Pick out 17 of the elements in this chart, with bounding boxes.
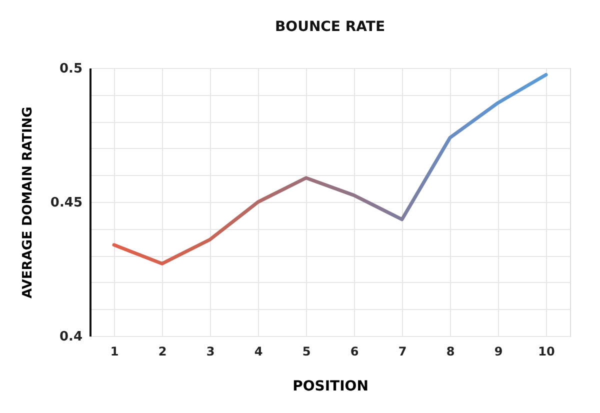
line-series xyxy=(112,72,548,266)
y-axis-title: AVERAGE DOMAIN RATING xyxy=(20,106,36,298)
x-tick-label: 5 xyxy=(302,344,311,358)
x-tick-label: 7 xyxy=(398,344,407,358)
x-axis-title: POSITION xyxy=(292,378,368,394)
x-tick-label: 8 xyxy=(446,344,455,358)
y-tick-label: 0.5 xyxy=(59,62,82,76)
x-tick-label: 9 xyxy=(494,344,503,358)
x-tick-label: 1 xyxy=(110,344,119,358)
y-tick-label: 0.45 xyxy=(50,196,82,210)
y-tick-label: 0.4 xyxy=(59,330,82,344)
chart-title: BOUNCE RATE xyxy=(274,19,386,35)
x-tick-label: 4 xyxy=(254,344,263,358)
x-tick-label: 2 xyxy=(158,344,167,358)
x-tick-label: 3 xyxy=(206,344,215,358)
x-tick-label: 6 xyxy=(350,344,359,358)
x-tick-label: 10 xyxy=(538,344,555,358)
